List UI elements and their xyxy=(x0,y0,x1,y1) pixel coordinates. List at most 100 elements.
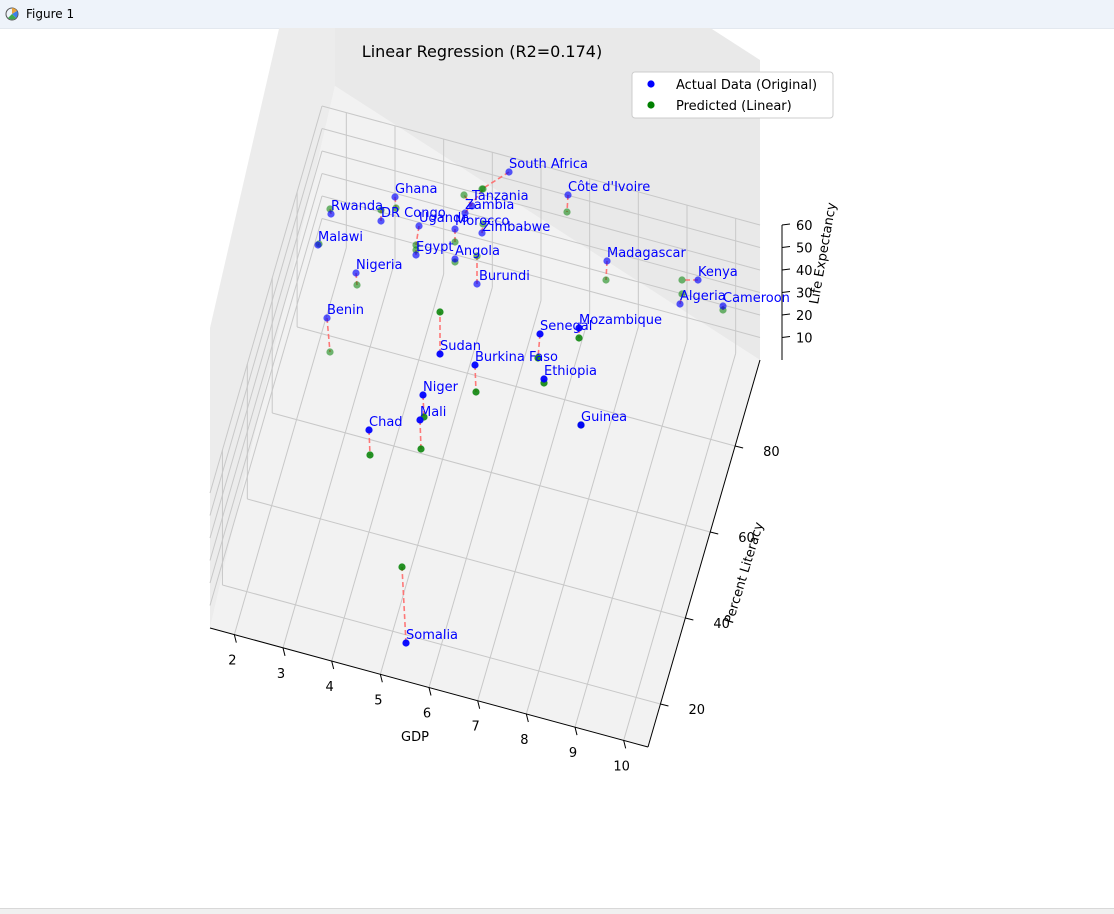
z-tick-mark xyxy=(781,268,791,271)
x-tick-label: 7 xyxy=(472,720,480,735)
z-tick-label: 10 xyxy=(796,332,813,347)
z-tick-mark xyxy=(781,246,791,248)
z-tick-label: 20 xyxy=(796,309,813,324)
actual-point xyxy=(412,251,420,259)
point-label: DR Congo xyxy=(381,206,446,221)
predicted-point xyxy=(473,252,481,260)
actual-point xyxy=(603,257,611,265)
point-label: Kenya xyxy=(698,265,738,280)
grid-line-x xyxy=(282,260,396,648)
y-axis-line xyxy=(647,359,761,748)
point-label: Madagascar xyxy=(607,246,687,261)
predicted-point xyxy=(602,276,610,284)
floor-pane xyxy=(210,86,760,747)
x-tick-label: 5 xyxy=(374,693,382,708)
point-label: Egypt xyxy=(416,240,454,255)
y-tick-mark xyxy=(710,531,719,535)
x-tick-mark xyxy=(623,740,627,749)
predicted-point xyxy=(472,388,480,396)
residual-line xyxy=(537,333,541,359)
actual-point xyxy=(478,229,486,237)
actual-point xyxy=(468,202,476,210)
legend-marker-predicted xyxy=(647,101,655,109)
point-label: Zambia xyxy=(465,198,514,213)
predicted-point xyxy=(479,220,487,228)
actual-point xyxy=(323,314,331,322)
actual-point xyxy=(391,193,399,201)
grid-line-z-back xyxy=(321,195,761,316)
actual-point xyxy=(436,350,444,358)
point-label: Rwanda xyxy=(331,199,383,214)
residual-line xyxy=(419,419,422,450)
matplotlib-figure-icon xyxy=(5,7,19,21)
residual-line xyxy=(481,171,510,190)
predicted-points xyxy=(315,185,727,571)
x-tick-label: 6 xyxy=(423,707,431,722)
x-tick-mark xyxy=(428,687,432,696)
actual-point xyxy=(352,269,360,277)
grid-line-z-left xyxy=(209,173,323,561)
y-tick-label: 40 xyxy=(713,617,730,632)
point-label: South Africa xyxy=(509,157,588,172)
x-tick-mark xyxy=(233,634,237,643)
point-label: Malawi xyxy=(318,230,363,245)
point-label: Tanzania xyxy=(471,189,529,204)
residual-line xyxy=(368,429,371,456)
point-label: Ethiopia xyxy=(544,364,597,379)
y-tick-mark xyxy=(660,703,669,707)
actual-point xyxy=(536,330,544,338)
point-label: Mali xyxy=(420,405,446,420)
point-label: Niger xyxy=(423,380,459,395)
x-tick-label: 3 xyxy=(277,667,285,682)
point-label: Morocco xyxy=(455,214,509,229)
actual-point xyxy=(577,421,585,429)
axes-3d-panes xyxy=(209,0,761,747)
y-tick-label: 80 xyxy=(763,445,780,460)
grid-line-x xyxy=(477,313,591,701)
grid-line-x xyxy=(379,287,493,675)
point-label: Benin xyxy=(327,303,364,318)
predicted-point xyxy=(377,206,385,214)
grid-line-z-back xyxy=(321,150,761,271)
window-titlebar: Figure 1 xyxy=(0,0,1114,29)
actual-point xyxy=(461,209,469,217)
actual-point xyxy=(451,255,459,263)
x-tick-mark xyxy=(331,660,335,670)
grid-line-z-left xyxy=(209,218,323,606)
x-tick-mark xyxy=(282,647,286,656)
point-label: Guinea xyxy=(581,410,627,425)
predicted-point xyxy=(436,308,444,316)
grid-line-x xyxy=(233,247,347,635)
predicted-point xyxy=(534,354,542,362)
legend-label-actual: Actual Data (Original) xyxy=(676,78,817,93)
predicted-point xyxy=(392,204,400,212)
grid-line-z-back xyxy=(321,105,761,226)
tick-labels: 2 3 4 5 6 7 8 9 10 20 40 60 80 10 20 30 40 50 60 xyxy=(228,219,812,774)
x-tick-label: 9 xyxy=(569,746,577,761)
x-axis-label: GDP xyxy=(401,730,429,745)
grid-line-y xyxy=(272,412,711,533)
z-tick-label: 50 xyxy=(796,242,813,257)
y-tick-mark xyxy=(734,445,744,449)
actual-point xyxy=(416,416,424,424)
z-tick-mark xyxy=(781,223,791,226)
chart-3d-scatter: 234567891020406080102030405060GDPPercent… xyxy=(209,0,840,774)
point-label: Sudan xyxy=(440,339,481,354)
predicted-point xyxy=(417,445,425,453)
actual-point xyxy=(575,324,583,332)
z-tick-label: 60 xyxy=(796,219,813,234)
x-tick-label: 8 xyxy=(520,733,528,748)
actual-point xyxy=(540,375,548,383)
point-label: Algeria xyxy=(680,289,726,304)
z-tick-mark xyxy=(781,313,791,316)
actual-point xyxy=(473,280,481,288)
actual-point xyxy=(365,426,373,434)
status-bar xyxy=(0,908,1114,914)
point-label: Côte d'Ivoire xyxy=(568,180,650,195)
x-tick-label: 10 xyxy=(613,759,630,774)
x-tick-label: 4 xyxy=(326,680,334,695)
actual-points xyxy=(314,168,727,647)
predicted-point xyxy=(353,281,361,289)
grid-line-z-left xyxy=(209,150,323,539)
